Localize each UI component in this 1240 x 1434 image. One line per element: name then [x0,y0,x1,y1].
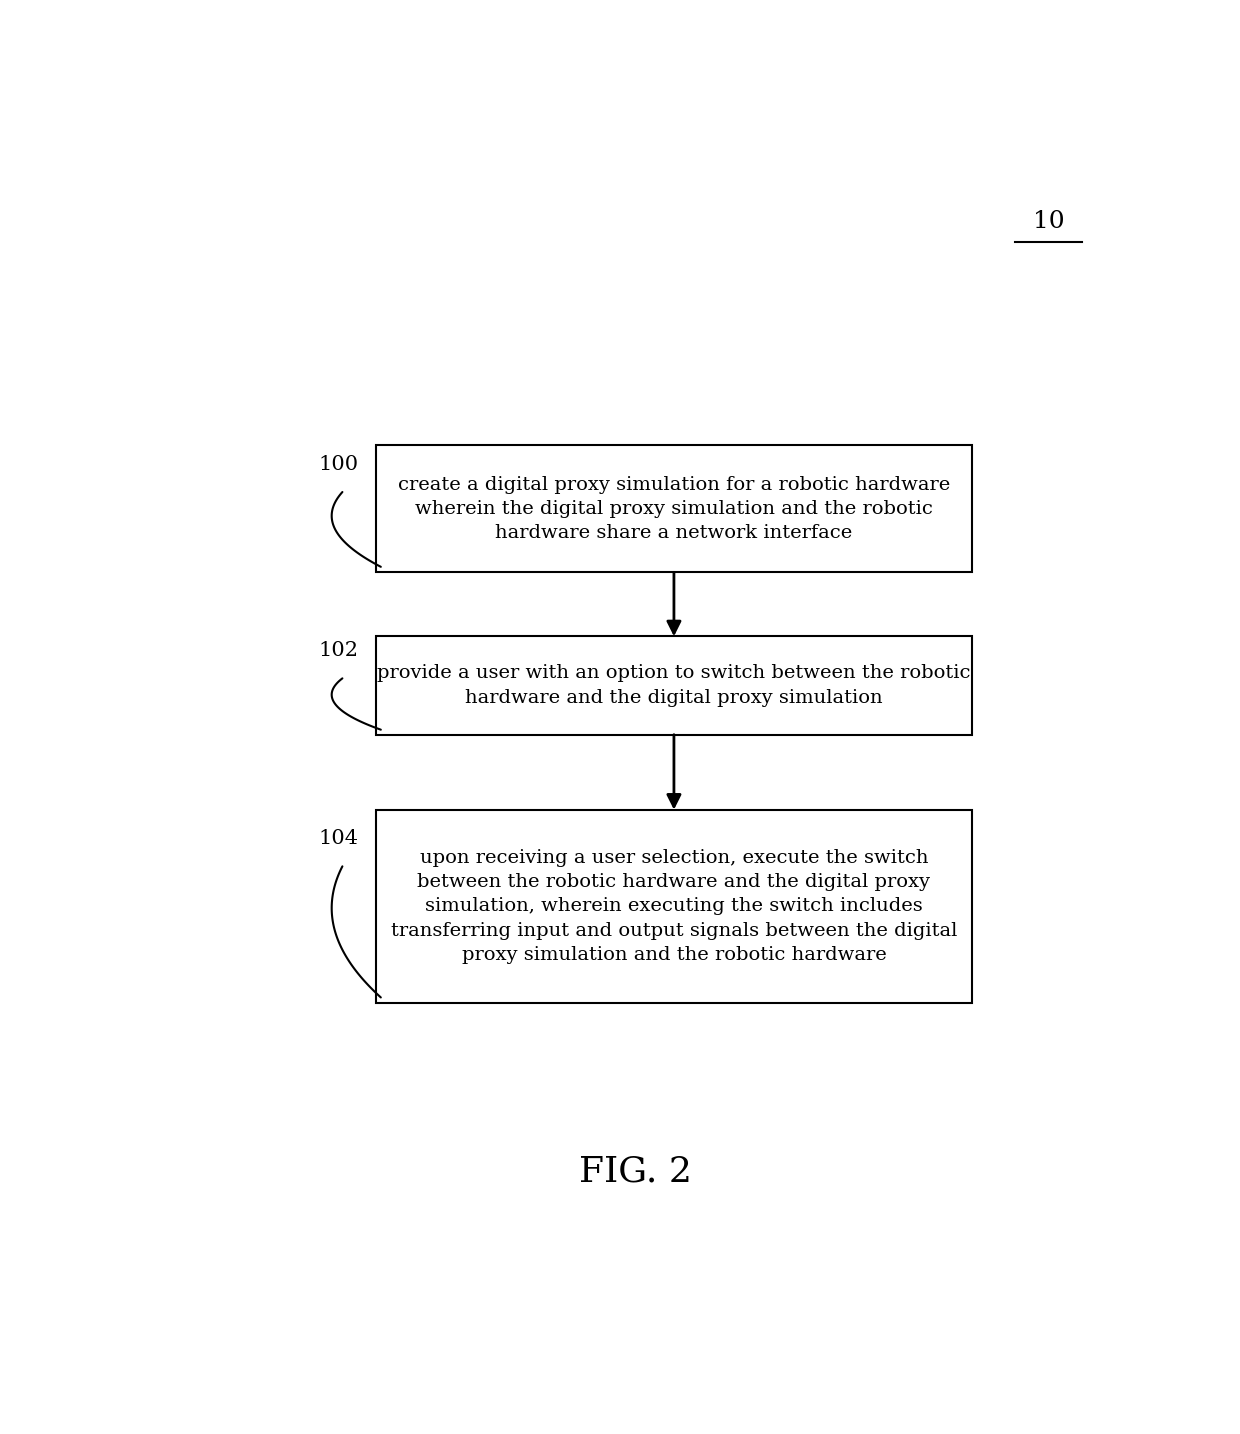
Text: create a digital proxy simulation for a robotic hardware
wherein the digital pro: create a digital proxy simulation for a … [398,476,950,542]
Text: provide a user with an option to switch between the robotic
hardware and the dig: provide a user with an option to switch … [377,664,971,707]
Bar [376,635,972,736]
Text: 10: 10 [1033,211,1065,234]
Bar [376,446,972,572]
Text: 104: 104 [319,829,358,849]
Text: 102: 102 [319,641,358,660]
Bar [376,810,972,1002]
Text: FIG. 2: FIG. 2 [579,1154,692,1189]
Text: 100: 100 [319,455,358,473]
Text: upon receiving a user selection, execute the switch
between the robotic hardware: upon receiving a user selection, execute… [391,849,957,964]
